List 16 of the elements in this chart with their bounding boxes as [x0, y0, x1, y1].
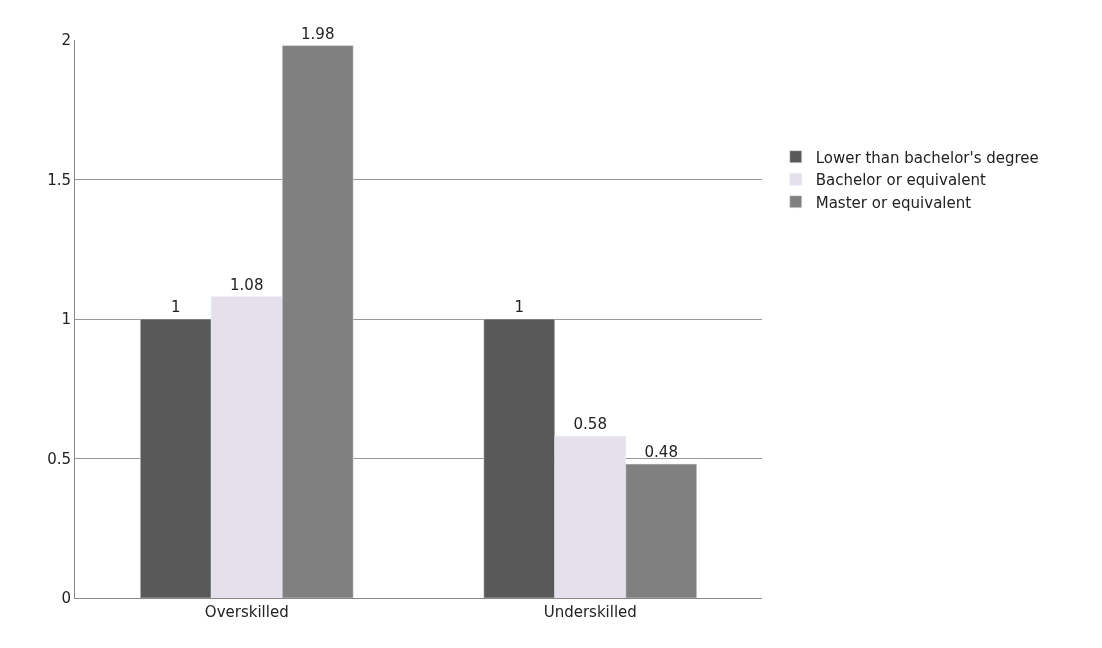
legend-label: Lower than bachelor's degree	[815, 148, 1039, 167]
y-tick-label: 2	[61, 31, 71, 50]
x-tick-label: Overskilled	[204, 603, 289, 621]
legend-label: Master or equivalent	[815, 193, 972, 212]
x-tick-label: Underskilled	[543, 603, 637, 621]
y-tick-label: 0	[61, 589, 71, 608]
y-tick-label: 1	[61, 310, 71, 329]
data-label: 0.58	[573, 415, 607, 434]
y-tick-label: 1.5	[47, 170, 71, 189]
data-label: 1.98	[301, 24, 335, 43]
legend-label: Bachelor or equivalent	[815, 171, 986, 190]
data-label: 1	[514, 298, 525, 316]
y-tick-label: 0.5	[47, 449, 71, 468]
data-label: 1	[170, 298, 181, 316]
data-label: 0.48	[644, 443, 678, 462]
data-label: 1.08	[230, 275, 264, 294]
